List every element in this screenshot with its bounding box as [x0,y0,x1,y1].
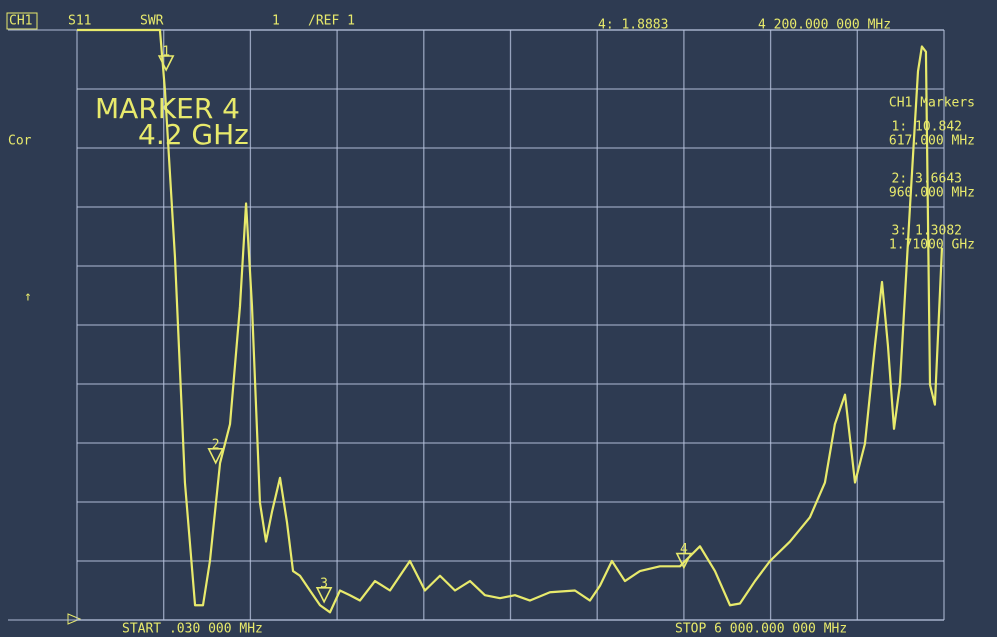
format: SWR [140,14,164,29]
marker-readout: 3: 1.3082 [892,224,962,239]
markers-title: CH1 Markers [889,96,975,111]
analyzer-screen: CH1 S11 SWR 1 /REF 1 4: 1.8883 4 200.000… [0,0,997,637]
marker-number: 2 [212,437,220,452]
marker-frequency: 960.000 MHz [889,186,975,201]
parameter: S11 [68,14,91,29]
reference: /REF 1 [308,14,355,29]
marker-frequency: 617.000 MHz [889,134,975,149]
marker-readout: 2: 3.6643 [892,172,962,187]
marker-frequency: 1.71000 GHz [889,238,975,253]
side-label: Cor [8,134,32,149]
marker-number: 1 [162,45,170,60]
marker-readout: 1: 10.842 [892,120,962,135]
marker-annotation: 4.2 GHz [138,118,249,151]
marker-number: 3 [320,576,328,591]
scale: 1 [272,14,280,29]
marker-number: 4 [680,542,688,557]
channel: CH1 [9,14,32,29]
start-label: START .030 000 MHz [122,622,263,637]
stop-label: STOP 6 000.000 000 MHz [675,622,847,637]
side-label: ↑ [24,290,32,305]
